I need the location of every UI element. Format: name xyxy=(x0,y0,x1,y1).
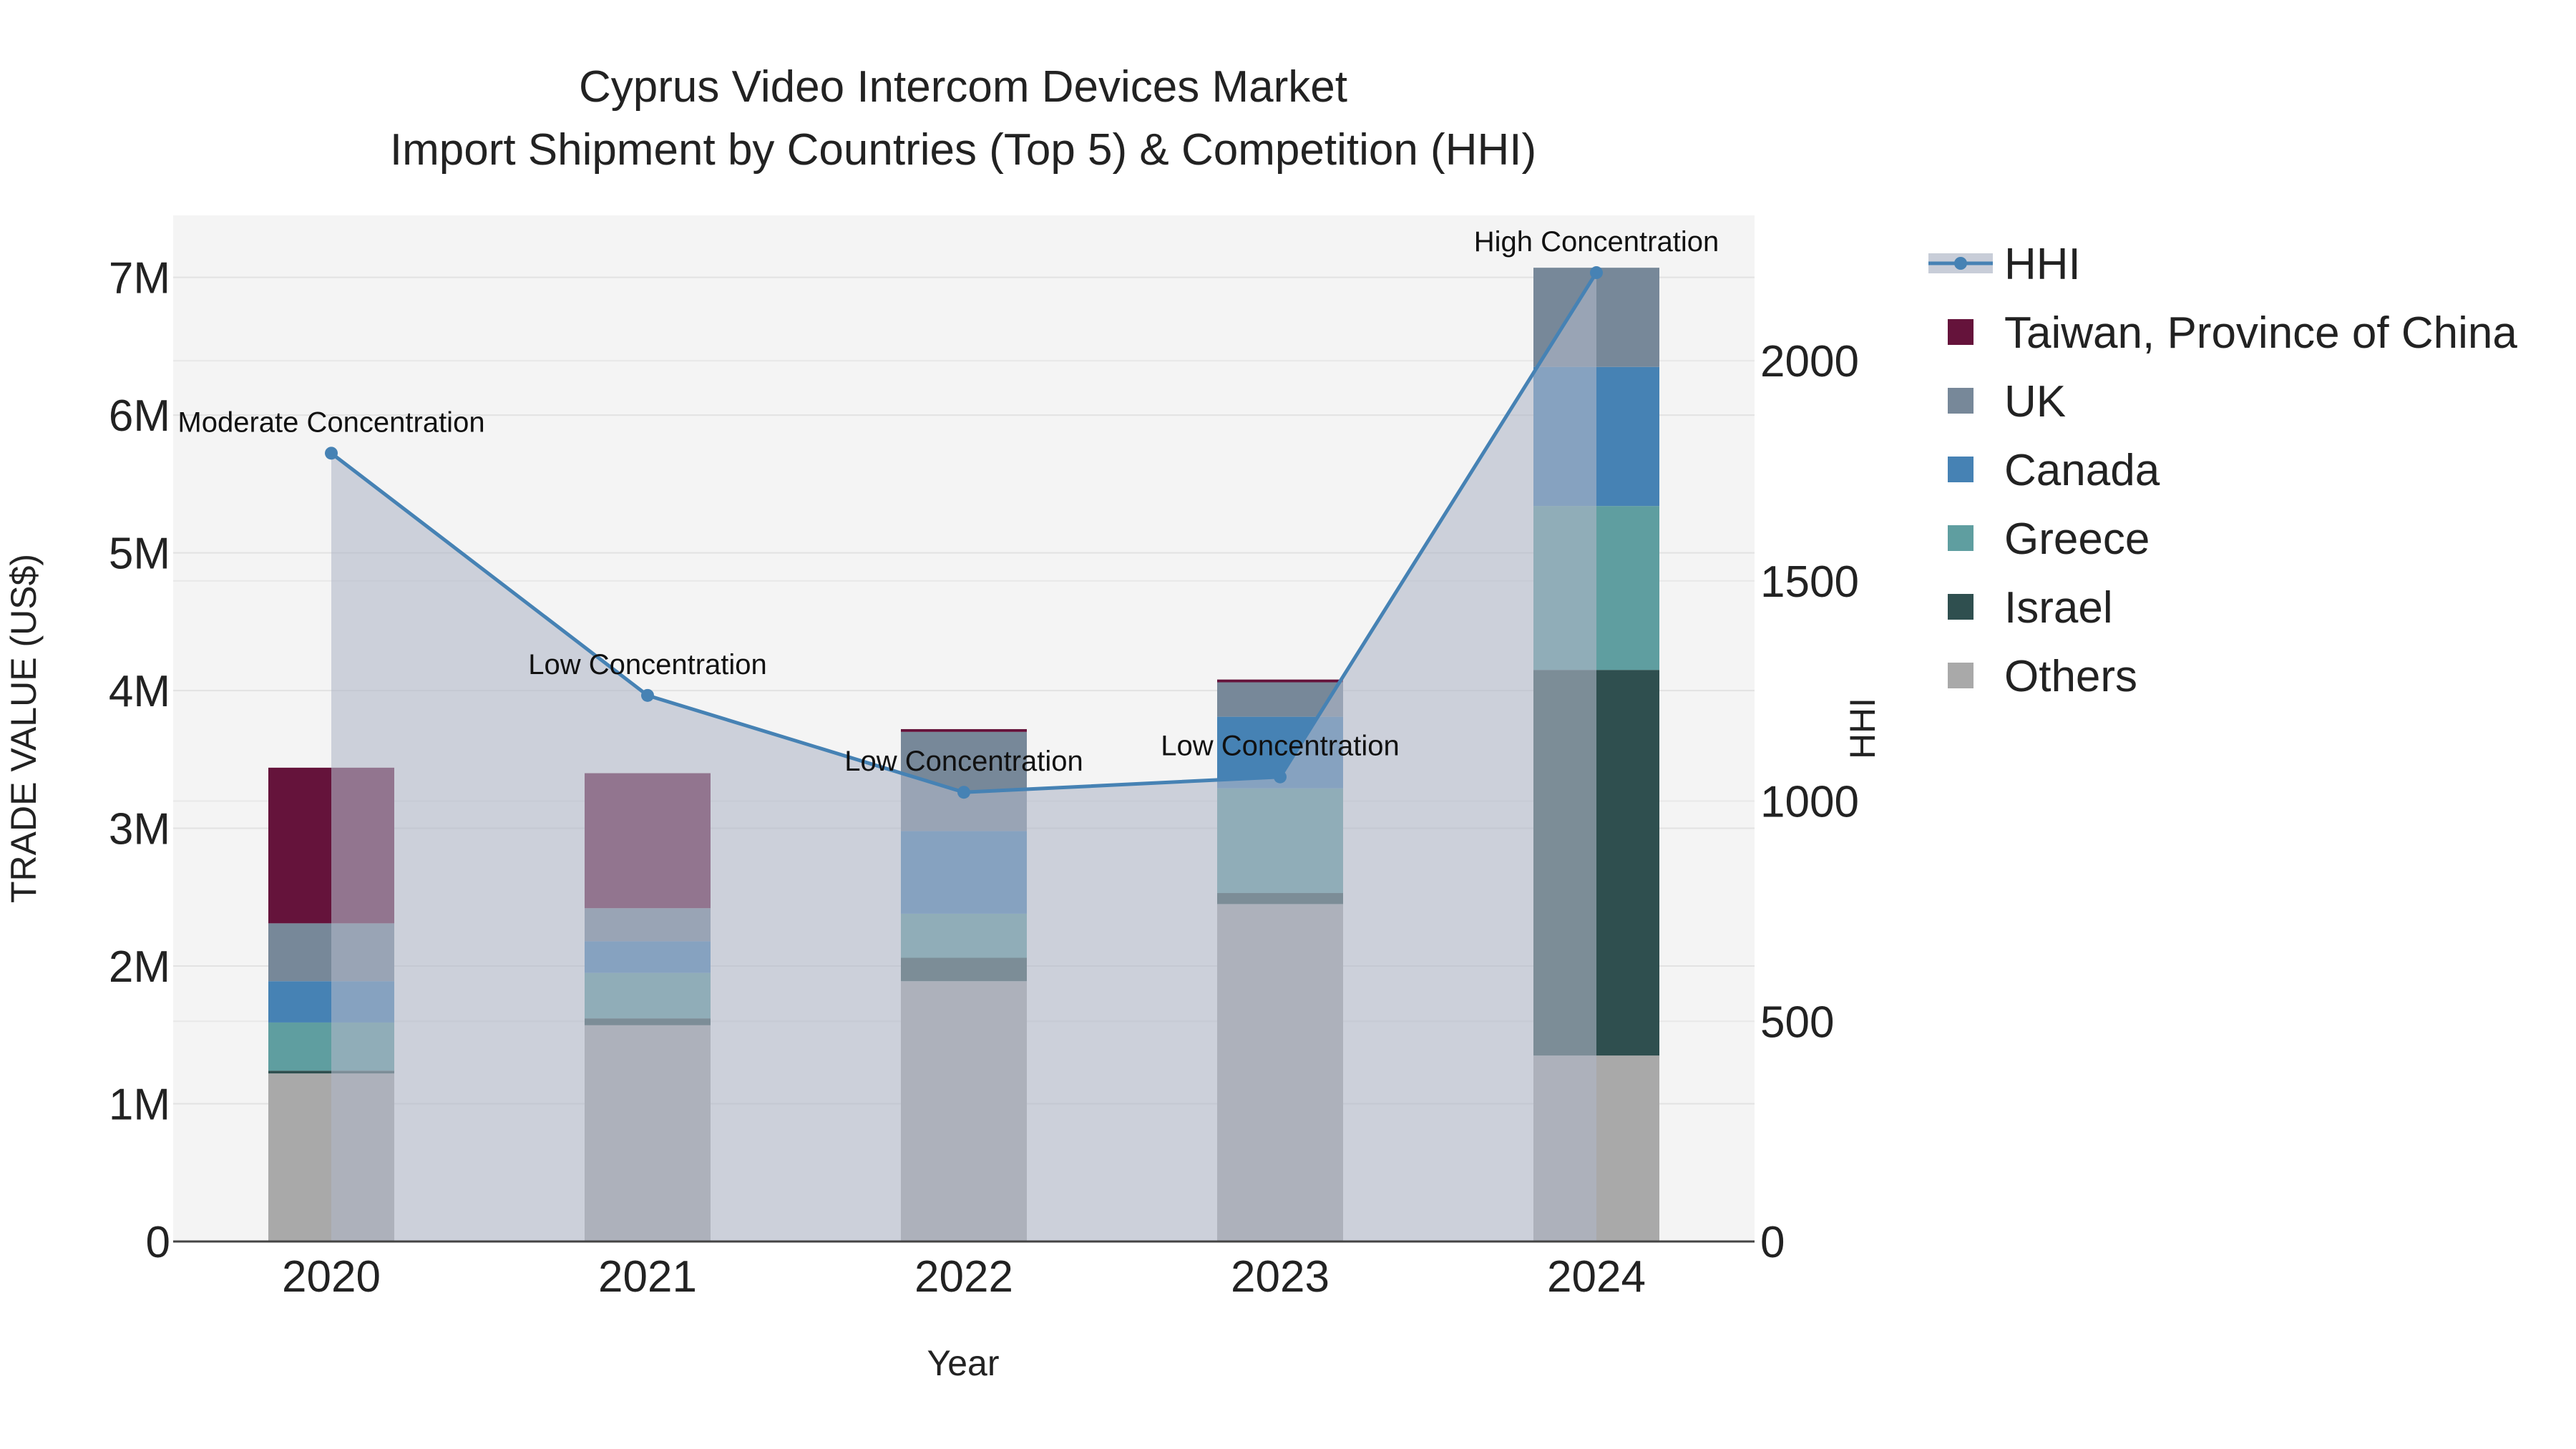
y-tick-label: 5M xyxy=(109,530,170,579)
y-tick-label: 1M xyxy=(109,1080,170,1130)
legend-swatch-taiwan-province-of-china xyxy=(1948,319,1974,345)
legend-swatch-others xyxy=(1948,663,1974,688)
annotation-layer: Moderate Concentration Low Concentration L… xyxy=(177,226,1719,777)
x-tick-label-2021: 2021 xyxy=(598,1252,697,1302)
legend-item-israel[interactable]: Israel xyxy=(1948,583,2113,633)
y-tick-layer: 0 1M 2M 3M 4M 5M 6M 7M xyxy=(109,254,170,1267)
legend-label-others: Others xyxy=(2004,652,2137,701)
hhi-annotation-2022: Low Concentration xyxy=(844,746,1083,777)
hhi-area xyxy=(331,273,1596,1242)
chart-title-line1: Cyprus Video Intercom Devices Market xyxy=(579,62,1347,112)
legend-item-taiwan-province-of-china[interactable]: Taiwan, Province of China xyxy=(1948,308,2517,358)
hhi-line-layer xyxy=(325,266,1603,799)
hhi-point-2024 xyxy=(1590,266,1603,280)
y-tick-label: 2M xyxy=(109,942,170,992)
x-tick-layer: 2020 2021 2022 2023 2024 xyxy=(282,1252,1646,1302)
y-tick-label: 7M xyxy=(109,254,170,303)
y-tick-label: 0 xyxy=(146,1218,170,1267)
legend-swatch-uk xyxy=(1948,388,1974,414)
legend-label-taiwan-province-of-china: Taiwan, Province of China xyxy=(2004,308,2517,358)
chart-title-line2: Import Shipment by Countries (Top 5) & C… xyxy=(390,125,1536,175)
hhi-point-2021 xyxy=(641,688,654,702)
legend-swatch-canada xyxy=(1948,457,1974,482)
y2-tick-label: 1000 xyxy=(1760,778,1859,827)
x-tick-label-2024: 2024 xyxy=(1547,1252,1646,1302)
hhi-point-2022 xyxy=(957,786,970,799)
hhi-point-2020 xyxy=(325,447,338,460)
hhi-annotation-2020: Moderate Concentration xyxy=(177,406,484,438)
y-tick-label: 3M xyxy=(109,805,170,854)
hhi-annotation-2021: Low Concentration xyxy=(528,649,767,680)
hhi-annotation-2024: High Concentration xyxy=(1474,226,1719,258)
hhi-point-2023 xyxy=(1274,770,1287,784)
legend-item-others[interactable]: Others xyxy=(1948,652,2137,701)
bar-taiwan-province-of-china-2023 xyxy=(1217,679,1343,683)
legend-item-uk[interactable]: UK xyxy=(1948,377,2066,426)
y2-tick-label: 500 xyxy=(1760,997,1834,1047)
x-tick-label-2023: 2023 xyxy=(1231,1252,1330,1302)
legend-item-hhi[interactable]: HHI xyxy=(1928,240,2081,289)
y-tick-label: 4M xyxy=(109,667,170,716)
bar-taiwan-province-of-china-2022 xyxy=(901,728,1027,732)
legend-label-hhi: HHI xyxy=(2004,240,2081,289)
y2-tick-label: 0 xyxy=(1760,1218,1785,1267)
legend-item-canada[interactable]: Canada xyxy=(1948,446,2160,495)
hhi-area-layer xyxy=(331,273,1596,1242)
legend-swatch-hhi-marker xyxy=(1954,257,1967,270)
legend-label-greece: Greece xyxy=(2004,514,2150,564)
hhi-annotation-2023: Low Concentration xyxy=(1161,731,1400,762)
legend-swatch-israel xyxy=(1948,594,1974,620)
legend-label-uk: UK xyxy=(2004,377,2066,426)
x-tick-label-2020: 2020 xyxy=(282,1252,381,1302)
x-tick-label-2022: 2022 xyxy=(914,1252,1013,1302)
legend-label-israel: Israel xyxy=(2004,583,2113,633)
legend-item-greece[interactable]: Greece xyxy=(1948,514,2150,564)
x-axis-title: Year xyxy=(927,1343,999,1383)
y-tick-label: 6M xyxy=(109,391,170,441)
y2-axis-title: HHI xyxy=(1843,698,1883,759)
legend-label-canada: Canada xyxy=(2004,446,2160,495)
legend: HHI Taiwan, Province of China UK Canada Gree… xyxy=(1928,240,2517,701)
legend-swatch-greece xyxy=(1948,525,1974,551)
y2-tick-layer: 0 500 1000 1500 2000 xyxy=(1760,337,1859,1267)
y2-tick-label: 2000 xyxy=(1760,337,1859,386)
y-axis-title: TRADE VALUE (US$) xyxy=(4,554,44,903)
y2-tick-label: 1500 xyxy=(1760,557,1859,607)
